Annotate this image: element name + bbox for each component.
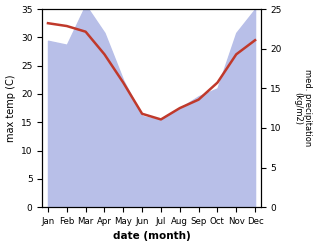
Y-axis label: max temp (C): max temp (C) (5, 74, 16, 142)
X-axis label: date (month): date (month) (113, 231, 190, 242)
Y-axis label: med. precipitation
(kg/m2): med. precipitation (kg/m2) (293, 69, 313, 147)
